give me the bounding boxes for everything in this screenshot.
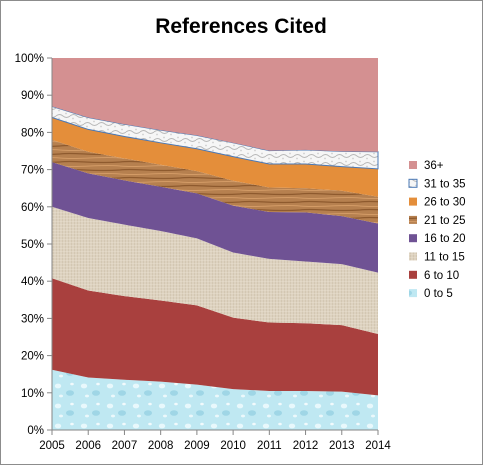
area-layer: [51, 58, 379, 430]
y-tick-label: 40%: [21, 276, 44, 288]
y-tick-label: 20%: [21, 351, 44, 363]
y-tick-label: 50%: [21, 239, 44, 251]
area-36-plus: [52, 58, 378, 152]
legend-swatch-31-to-35: [408, 178, 418, 188]
area-0-to-5: [52, 369, 378, 430]
legend: 36+ 31 to 35 26 to 30 21 to 25 16 to 20 11 to…: [408, 160, 466, 300]
x-tick-label: 2014: [365, 440, 391, 452]
y-tick-label: 30%: [21, 313, 44, 325]
legend-swatch-36-plus: [409, 161, 417, 169]
legend-label-11-to-15: 11 to 15: [424, 252, 465, 264]
x-tick-label: 2010: [220, 440, 246, 452]
legend-label-21-to-25: 21 to 25: [424, 215, 466, 227]
axes: 0% 10% 20% 30% 40% 50% 60% 70% 80% 90% 100% 2005 200…: [15, 53, 392, 452]
x-tick-label: 2011: [257, 440, 282, 452]
legend-label-26-to-30: 26 to 30: [424, 197, 466, 209]
x-tick-label: 2008: [148, 440, 174, 452]
area-16-to-20: [52, 162, 378, 273]
legend-label-36-plus: 36+: [424, 160, 444, 172]
x-tick-label: 2006: [75, 440, 101, 452]
x-tick-label: 2005: [39, 440, 65, 452]
area-6-to-10: [52, 278, 378, 396]
x-tick-label: 2012: [293, 440, 319, 452]
y-tick-label: 100%: [15, 53, 44, 65]
y-tick-label: 90%: [21, 90, 44, 102]
x-tick-label: 2013: [329, 440, 355, 452]
area-26-to-30: [52, 117, 378, 197]
x-tick-label: 2007: [112, 440, 138, 452]
legend-swatch-21-to-25: [409, 215, 417, 224]
x-tick-label: 2009: [184, 440, 210, 452]
chart-title: References Cited: [155, 15, 327, 38]
legend-label-31-to-35: 31 to 35: [424, 178, 466, 190]
y-tick-label: 60%: [21, 202, 44, 214]
legend-swatch-11-to-15: [409, 252, 417, 261]
y-tick-label: 0%: [27, 425, 44, 437]
legend-label-6-to-10: 6 to 10: [424, 270, 459, 282]
y-tick-label: 10%: [21, 388, 44, 400]
legend-swatch-0-to-5: [409, 289, 417, 298]
y-tick-label: 80%: [21, 127, 44, 139]
legend-swatch-16-to-20: [409, 234, 417, 243]
y-tick-label: 70%: [21, 165, 44, 177]
legend-label-16-to-20: 16 to 20: [424, 233, 466, 245]
legend-label-0-to-5: 0 to 5: [424, 288, 453, 300]
area-11-to-15: [52, 206, 378, 335]
legend-swatch-26-to-30: [409, 197, 417, 206]
legend-swatch-6-to-10: [409, 270, 417, 279]
area-21-to-25: [52, 139, 378, 224]
